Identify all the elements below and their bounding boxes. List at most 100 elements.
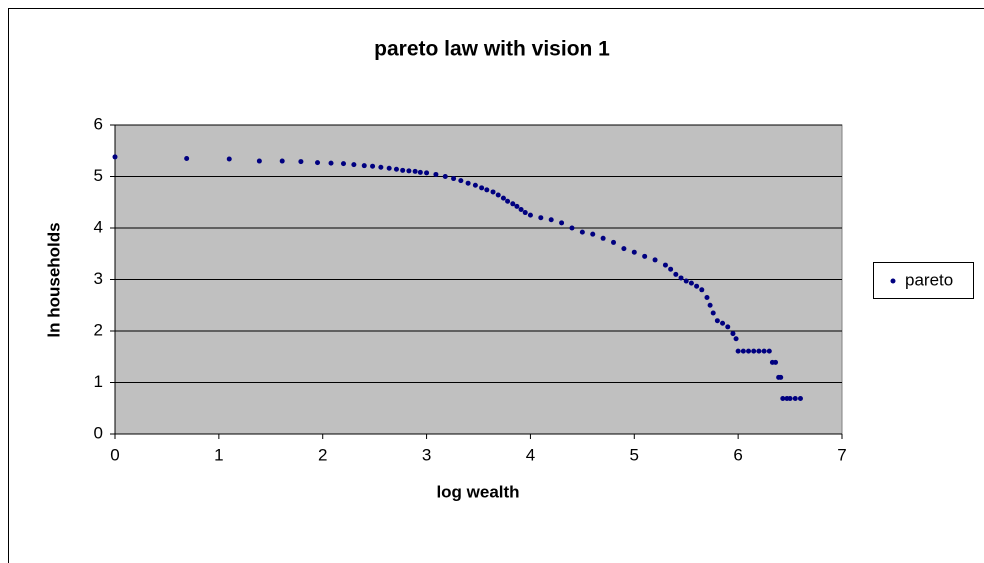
point	[412, 168, 418, 174]
point	[761, 348, 767, 354]
point	[797, 395, 803, 401]
x-tick-label: 5	[630, 445, 639, 464]
point	[710, 310, 716, 316]
point	[510, 201, 516, 207]
x-axis-title: log wealth	[436, 482, 519, 501]
point	[579, 229, 585, 235]
point	[673, 271, 679, 277]
point	[484, 187, 490, 193]
point	[490, 189, 496, 195]
point	[451, 176, 457, 182]
point	[600, 235, 606, 241]
point	[725, 324, 731, 330]
point	[707, 302, 713, 308]
point	[787, 395, 793, 401]
point	[766, 348, 772, 354]
point	[256, 158, 262, 164]
x-tick-label: 6	[733, 445, 742, 464]
point	[184, 155, 190, 161]
y-tick-label: 2	[94, 320, 103, 339]
y-tick-label: 3	[94, 269, 103, 288]
point	[704, 295, 710, 301]
point	[792, 395, 798, 401]
x-tick-label: 7	[837, 445, 846, 464]
x-tick-label: 0	[110, 445, 119, 464]
point	[527, 212, 533, 218]
point	[631, 249, 637, 255]
point	[548, 217, 554, 223]
point	[746, 348, 752, 354]
point	[735, 348, 741, 354]
point	[393, 166, 399, 172]
point	[733, 336, 739, 342]
y-tick-label: 5	[94, 166, 103, 185]
point	[458, 178, 464, 184]
point	[500, 195, 506, 201]
point	[112, 154, 118, 160]
point	[298, 159, 304, 165]
point	[522, 210, 528, 216]
point	[361, 163, 367, 169]
point	[694, 283, 700, 289]
point	[756, 348, 762, 354]
point	[751, 348, 757, 354]
point	[683, 278, 689, 284]
point	[652, 257, 658, 263]
point	[714, 318, 720, 324]
x-tick-label: 4	[526, 445, 535, 464]
point	[479, 185, 485, 191]
y-tick-label: 4	[94, 217, 103, 236]
y-tick-label: 6	[94, 114, 103, 133]
point	[315, 160, 321, 166]
point	[678, 275, 684, 281]
point	[621, 246, 627, 252]
point	[424, 170, 430, 176]
point	[773, 359, 779, 365]
point	[226, 156, 232, 162]
point	[495, 192, 501, 198]
point	[433, 171, 439, 177]
point	[465, 180, 471, 186]
point	[688, 280, 694, 286]
point	[340, 161, 346, 167]
y-tick-label: 0	[94, 423, 103, 442]
legend	[873, 262, 974, 299]
point	[370, 163, 376, 169]
point	[720, 320, 726, 326]
x-tick-label: 3	[422, 445, 431, 464]
point	[642, 253, 648, 259]
point	[662, 262, 668, 268]
point	[442, 174, 448, 179]
point	[351, 162, 357, 168]
x-tick-label: 2	[318, 445, 327, 464]
x-tick-label: 1	[214, 445, 223, 464]
point	[778, 374, 784, 380]
point	[668, 266, 674, 272]
point	[514, 203, 520, 209]
point	[400, 167, 406, 173]
point	[505, 198, 511, 204]
point	[472, 182, 478, 188]
point	[406, 168, 412, 174]
point	[417, 169, 423, 175]
point	[780, 395, 786, 401]
point	[538, 215, 544, 221]
point	[386, 165, 392, 171]
legend-label: pareto	[905, 270, 953, 289]
point	[569, 225, 575, 231]
point	[699, 287, 705, 293]
legend-marker	[890, 278, 896, 284]
point	[730, 331, 736, 337]
point	[740, 348, 746, 354]
point	[378, 164, 384, 170]
y-tick-label: 1	[94, 372, 103, 391]
y-axis-title: ln households	[44, 222, 63, 337]
point	[611, 239, 617, 245]
point	[518, 206, 524, 212]
chart-title: pareto law with vision 1	[374, 38, 610, 61]
point	[328, 160, 334, 166]
point	[559, 220, 565, 226]
point	[590, 231, 596, 237]
point	[279, 158, 285, 164]
